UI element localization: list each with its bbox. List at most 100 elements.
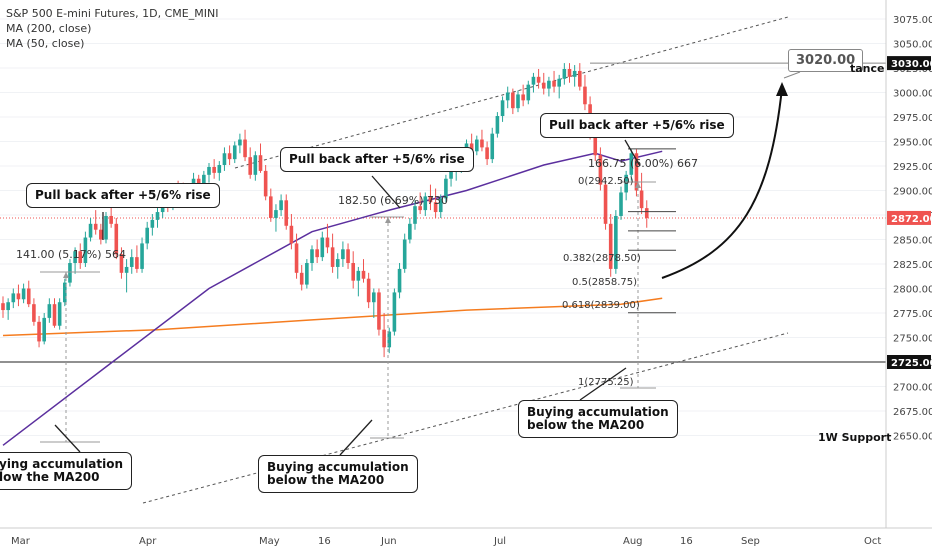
candle-body bbox=[325, 237, 330, 248]
candle bbox=[135, 245, 139, 273]
candle bbox=[516, 90, 520, 113]
candle-body bbox=[99, 229, 103, 240]
measure-label-2: 182.50 (6.69%) 730 bbox=[338, 194, 449, 207]
candle-body bbox=[531, 76, 536, 85]
measure-2 bbox=[370, 216, 404, 439]
price-tag-bg bbox=[887, 210, 931, 225]
candle-body bbox=[639, 190, 644, 209]
fib-level-0382: 0.382(2878.50) bbox=[563, 253, 641, 264]
candle-body bbox=[73, 251, 77, 264]
candle-body bbox=[413, 206, 417, 224]
candle-body bbox=[119, 254, 124, 273]
candle-body bbox=[274, 210, 278, 218]
candle bbox=[603, 180, 608, 230]
candle bbox=[99, 223, 103, 245]
candle-body bbox=[269, 196, 273, 218]
candle bbox=[52, 298, 57, 328]
y-tick-label: 2800.00 bbox=[893, 285, 932, 296]
fib-level-0: 0(2942.50) bbox=[578, 176, 634, 187]
candle bbox=[567, 63, 572, 83]
candle bbox=[299, 264, 304, 291]
x-tick-label: Jul bbox=[493, 536, 506, 547]
candle-body bbox=[526, 84, 531, 101]
projection-arrowhead bbox=[776, 82, 788, 96]
candle-body bbox=[129, 257, 134, 267]
candle bbox=[155, 206, 160, 228]
candle bbox=[119, 247, 124, 279]
candle bbox=[505, 86, 510, 109]
candle bbox=[644, 200, 649, 228]
candle bbox=[444, 174, 448, 203]
candle-body bbox=[52, 304, 57, 326]
candle-body bbox=[516, 94, 520, 109]
y-tick-label: 2700.00 bbox=[893, 383, 932, 394]
y-tick-label: 2675.00 bbox=[893, 407, 932, 418]
candle bbox=[480, 129, 484, 152]
candle bbox=[88, 217, 93, 242]
x-tick-label: 16 bbox=[680, 536, 693, 547]
candle-body bbox=[397, 268, 402, 293]
candle-body bbox=[572, 70, 577, 77]
candle bbox=[614, 210, 618, 274]
candle bbox=[495, 112, 500, 138]
candle-body bbox=[202, 174, 206, 191]
ma50-line bbox=[2, 150, 663, 446]
x-tick-label: Mar bbox=[11, 536, 31, 547]
symbol-title: S&P 500 E-mini Futures, 1D, CME_MINI bbox=[6, 7, 219, 20]
candle-body bbox=[603, 184, 608, 224]
candle-body bbox=[320, 237, 325, 258]
candle-body bbox=[248, 157, 252, 175]
candle-body bbox=[335, 259, 340, 267]
candle-body bbox=[88, 223, 93, 238]
y-tick-label: 2775.00 bbox=[893, 309, 932, 320]
candle bbox=[361, 259, 366, 283]
x-tick-label: Jun bbox=[380, 536, 397, 547]
callout-buying-1-line1: ying accumulation bbox=[0, 457, 124, 471]
candle-body bbox=[1, 303, 5, 311]
grid bbox=[0, 18, 886, 436]
y-tick-label: 3075.00 bbox=[893, 15, 932, 26]
candle-body bbox=[16, 293, 21, 300]
candle bbox=[217, 161, 222, 181]
y-tick-label: 3050.00 bbox=[893, 40, 932, 51]
candle-body bbox=[32, 304, 36, 322]
x-tick-label: May bbox=[259, 536, 280, 547]
candle bbox=[346, 243, 350, 269]
candle bbox=[433, 188, 438, 218]
candle-body bbox=[433, 202, 438, 213]
candle bbox=[541, 72, 546, 95]
price-tag-text: 2872.00 bbox=[891, 214, 932, 225]
candle bbox=[629, 149, 634, 181]
fib-level-0618: 0.618(2839.00) bbox=[562, 300, 640, 311]
y-tick-label: 2825.00 bbox=[893, 260, 932, 271]
candle-body bbox=[341, 249, 345, 260]
candle bbox=[619, 186, 623, 220]
candle-body bbox=[253, 155, 258, 175]
x-tick-label: Apr bbox=[139, 536, 157, 547]
candle-body bbox=[150, 219, 155, 228]
measure-label-1: 141.00 (5.17%) 564 bbox=[16, 248, 127, 261]
measure-arrow bbox=[385, 217, 391, 223]
candle-body bbox=[263, 170, 268, 197]
candle-body bbox=[26, 288, 31, 305]
callout-buying-3: Buying accumulation below the MA200 bbox=[518, 400, 678, 438]
candle bbox=[289, 214, 294, 250]
candle bbox=[598, 147, 603, 191]
candle-body bbox=[135, 257, 139, 269]
callout-pointer-4 bbox=[54, 424, 81, 453]
candle-body bbox=[351, 263, 355, 281]
candle bbox=[325, 223, 330, 254]
callout-pullback-2: Pull back after +5/6% rise bbox=[280, 147, 474, 172]
candle bbox=[37, 315, 41, 348]
x-tick-label: Oct bbox=[864, 536, 881, 547]
candle-body bbox=[361, 270, 366, 279]
callout-pointer-6 bbox=[579, 367, 627, 401]
candle bbox=[57, 298, 62, 330]
channel-lower-line bbox=[142, 332, 789, 504]
candle bbox=[526, 80, 531, 105]
candle bbox=[372, 288, 376, 318]
candle-body bbox=[428, 196, 433, 203]
callout-pointer-5 bbox=[339, 419, 373, 456]
candle bbox=[490, 127, 495, 164]
